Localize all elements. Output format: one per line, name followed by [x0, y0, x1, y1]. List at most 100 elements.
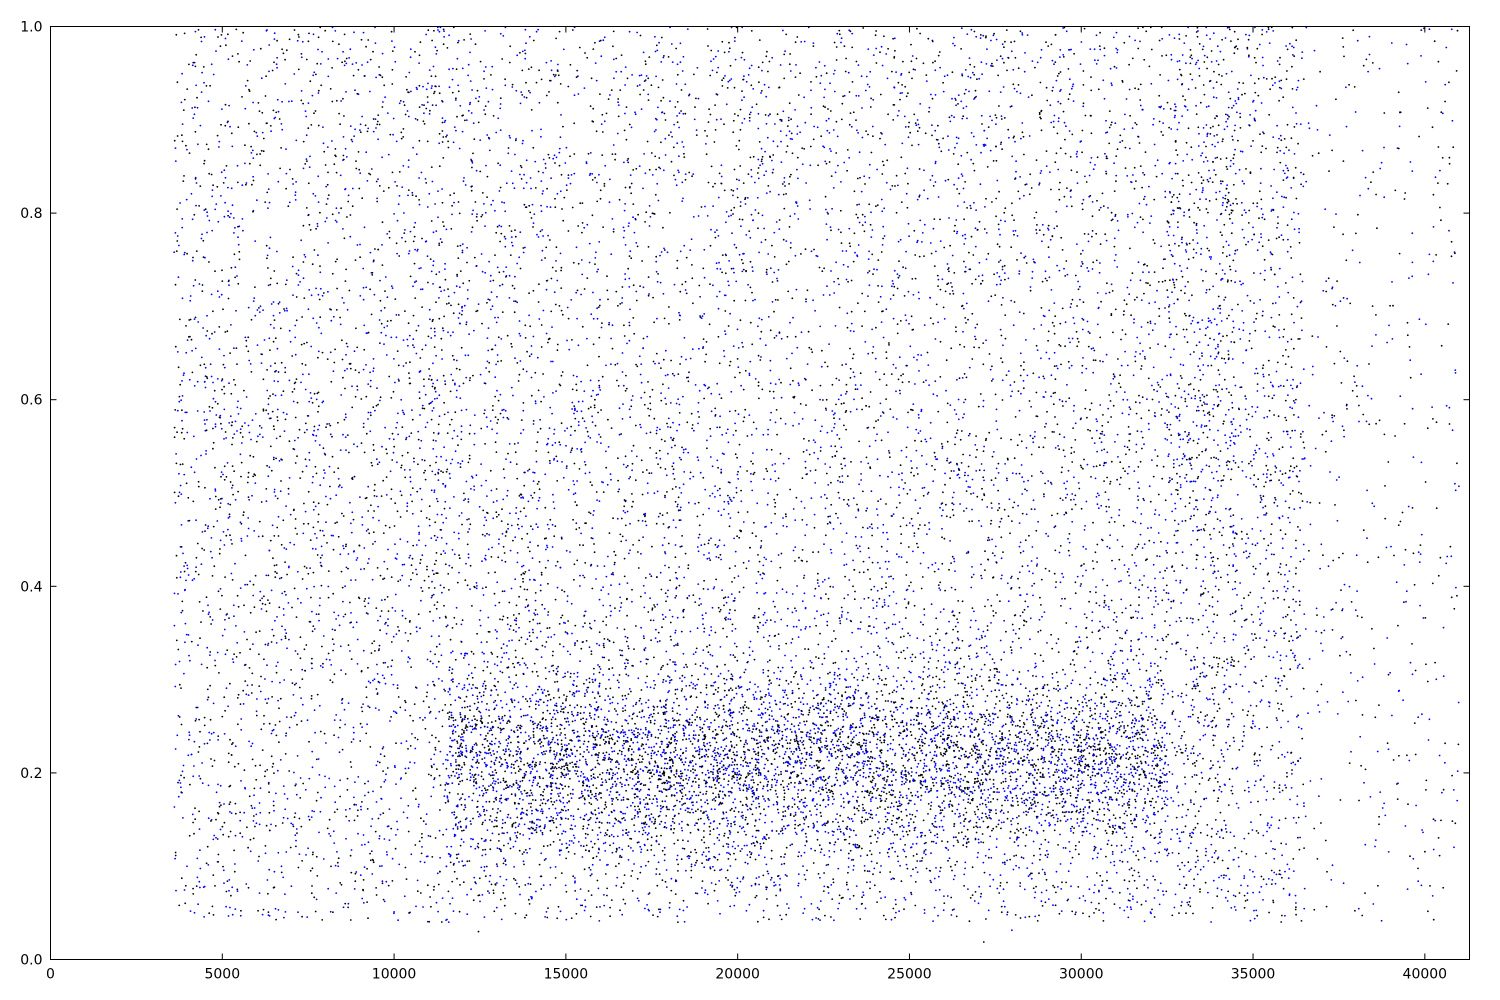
data-point: [401, 574, 404, 577]
data-point: [1205, 291, 1208, 294]
data-point: [431, 180, 434, 183]
data-point: [974, 335, 976, 338]
data-point: [1412, 857, 1415, 860]
data-point: [1133, 470, 1136, 472]
data-point: [727, 513, 730, 515]
data-point: [1129, 893, 1131, 895]
data-point: [1084, 765, 1086, 768]
data-point: [836, 813, 838, 815]
data-point: [330, 319, 333, 322]
data-point: [720, 468, 723, 471]
data-point: [1170, 493, 1173, 496]
data-point: [386, 233, 389, 235]
data-point: [984, 854, 987, 857]
data-point: [322, 858, 325, 860]
data-point: [947, 725, 950, 728]
data-point: [1057, 445, 1059, 447]
data-point: [327, 75, 330, 78]
data-point: [1457, 701, 1460, 704]
data-point: [1442, 675, 1445, 678]
data-point: [288, 726, 291, 729]
data-point: [174, 147, 177, 150]
data-point: [1034, 662, 1037, 665]
data-point: [908, 522, 911, 524]
data-point: [712, 205, 714, 208]
data-point: [773, 271, 776, 274]
data-point: [1153, 586, 1156, 589]
data-point: [879, 760, 882, 763]
data-point: [1138, 705, 1140, 708]
data-point: [960, 754, 963, 757]
data-point: [1035, 675, 1037, 678]
data-point: [1404, 825, 1407, 827]
data-point: [745, 909, 748, 912]
data-point: [798, 728, 800, 731]
data-point: [509, 461, 512, 464]
data-point: [473, 489, 476, 491]
data-point: [990, 622, 992, 624]
data-point: [957, 621, 959, 624]
data-point: [690, 785, 693, 787]
data-point: [1166, 854, 1169, 857]
data-point: [765, 888, 768, 891]
data-point: [292, 294, 294, 296]
data-point: [763, 592, 765, 595]
data-point: [333, 785, 336, 788]
data-point: [273, 488, 276, 491]
data-point: [729, 833, 731, 835]
data-point: [979, 783, 982, 786]
data-point: [1089, 683, 1092, 686]
data-point: [797, 873, 800, 875]
data-point: [191, 259, 194, 262]
data-point: [531, 812, 533, 815]
data-point: [451, 650, 454, 653]
data-point: [211, 189, 214, 192]
data-point: [1136, 769, 1139, 772]
data-point: [829, 686, 831, 689]
data-point: [1100, 441, 1103, 444]
data-point: [616, 772, 619, 774]
data-point: [275, 665, 278, 667]
data-point: [1068, 130, 1071, 132]
data-point: [809, 660, 812, 662]
data-point: [1293, 656, 1296, 659]
data-point: [1232, 455, 1235, 457]
data-point: [978, 638, 981, 641]
data-point: [944, 716, 947, 719]
data-point: [712, 768, 715, 771]
data-point: [1013, 744, 1016, 746]
data-point: [722, 786, 725, 788]
data-point: [1279, 149, 1282, 152]
data-point: [764, 695, 766, 698]
data-point: [203, 916, 206, 918]
data-point: [857, 780, 859, 783]
data-point: [189, 659, 191, 662]
data-point: [210, 293, 213, 296]
data-point: [980, 668, 983, 671]
data-point: [590, 395, 593, 398]
data-point: [835, 766, 838, 769]
data-point: [206, 231, 208, 234]
data-point: [1234, 124, 1236, 127]
data-point: [751, 270, 754, 272]
data-point: [1080, 820, 1082, 823]
data-point: [634, 111, 636, 114]
data-point: [879, 415, 882, 417]
data-point: [1071, 520, 1074, 523]
data-point: [1123, 391, 1126, 393]
data-point: [523, 662, 526, 665]
data-point: [513, 866, 515, 868]
data-point: [901, 720, 904, 722]
data-point: [926, 197, 929, 200]
data-point: [176, 734, 179, 737]
data-point: [652, 619, 655, 622]
data-point: [359, 172, 362, 175]
data-point: [595, 394, 598, 396]
data-point: [1235, 555, 1237, 557]
data-point: [470, 845, 472, 848]
data-point: [236, 890, 239, 892]
data-point: [1036, 557, 1038, 559]
data-point: [1181, 54, 1184, 56]
data-point: [1071, 85, 1074, 88]
data-point: [1297, 212, 1300, 215]
